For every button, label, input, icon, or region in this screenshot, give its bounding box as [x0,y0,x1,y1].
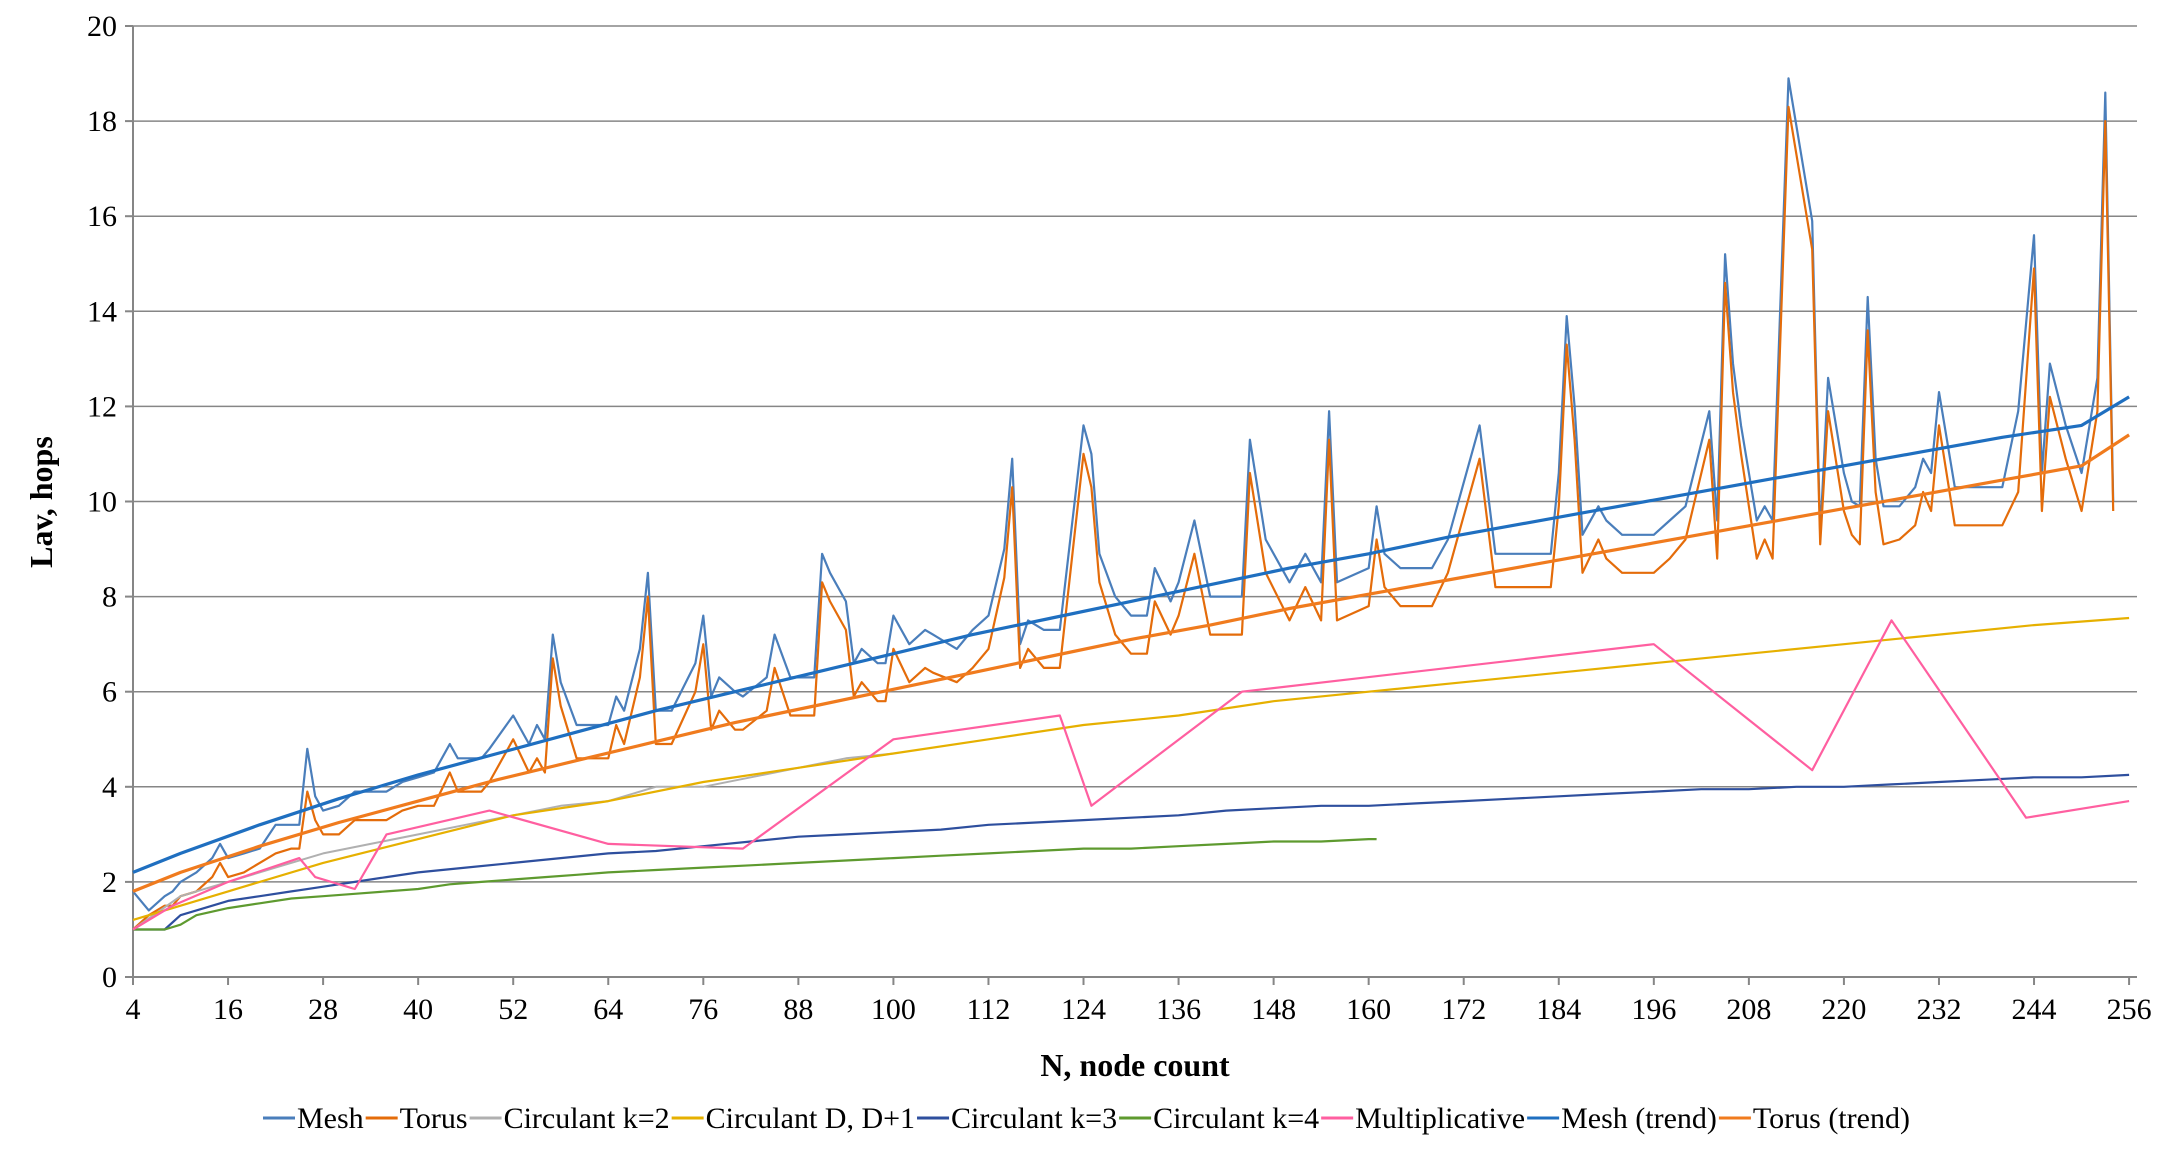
legend-label: Circulant D, D+1 [706,1102,915,1135]
y-tick-labels: 0 2 4 6 8 10 12 14 16 18 20 [87,10,133,994]
legend-label: Mesh [297,1102,364,1135]
gridlines [133,25,2137,883]
x-tick-label: 208 [1726,993,1771,1026]
y-tick-label: 14 [87,295,117,328]
legend-label: Mesh (trend) [1561,1102,1717,1135]
x-tick-label: 220 [1821,993,1866,1026]
legend-item: Torus (trend) [1718,1102,1910,1135]
x-tick-label: 40 [403,993,433,1026]
series-line [132,433,2130,893]
series-line [132,105,2115,931]
x-tick-label: 256 [2107,993,2152,1026]
x-tick-label: 28 [308,993,338,1026]
legend-label: Circulant k=3 [951,1102,1117,1135]
series-line [132,752,894,931]
y-tick-label: 2 [102,866,117,899]
series-line [132,619,2130,931]
x-tick-label: 160 [1346,993,1391,1026]
x-tick-label: 196 [1631,993,1676,1026]
legend-item: Torus [365,1102,468,1135]
x-axis-title: N, node count [1040,1047,1230,1083]
legend-label: Multiplicative [1355,1102,1525,1135]
x-tick-label: 184 [1536,993,1581,1026]
x-tick-label: 244 [2012,993,2057,1026]
x-tick-label: 232 [1916,993,1961,1026]
x-tick-label: 148 [1251,993,1296,1026]
series-line [133,838,1377,931]
x-tick-label: 76 [688,993,718,1026]
x-tick-label: 100 [871,993,916,1026]
legend-label: Torus [400,1102,468,1135]
legend-label: Circulant k=2 [504,1102,670,1135]
y-tick-label: 6 [102,676,117,709]
x-tick-label: 136 [1156,993,1201,1026]
series-line [132,395,2130,874]
x-tick-label: 112 [967,993,1011,1026]
series-line [132,616,2130,921]
legend-item: Multiplicative [1321,1102,1525,1135]
legend-label: Torus (trend) [1753,1102,1910,1135]
y-tick-label: 20 [87,10,117,43]
x-tick-label: 124 [1061,993,1106,1026]
y-tick-label: 0 [102,961,117,994]
x-tick-label: 16 [213,993,243,1026]
y-tick-label: 18 [87,105,117,138]
x-tick-label: 4 [126,993,141,1026]
series-line [133,773,2130,931]
legend-item: Mesh [263,1102,364,1135]
legend: Mesh Torus Circulant k=2 Circulant D, D+1 Ci… [263,1102,1910,1135]
legend-item: Circulant D, D+1 [671,1102,915,1135]
y-tick-label: 12 [87,390,117,423]
x-tick-labels: 4 16 28 40 52 64 76 88 100 112 124 136 148 160 172 184 1… [126,977,2152,1026]
legend-label: Circulant k=4 [1153,1102,1319,1135]
x-tick-label: 172 [1441,993,1486,1026]
x-tick-label: 88 [783,993,813,1026]
x-tick-label: 64 [593,993,623,1026]
series-line [132,77,2115,912]
y-tick-label: 4 [102,771,117,804]
legend-item: Circulant k=4 [1119,1102,1319,1135]
legend-item: Circulant k=3 [917,1102,1117,1135]
y-axis-title: Lav, hops [23,436,59,568]
y-tick-label: 10 [87,486,117,519]
y-tick-label: 8 [102,581,117,614]
legend-item: Mesh (trend) [1527,1102,1717,1135]
y-tick-label: 16 [87,200,117,233]
legend-item: Circulant k=2 [469,1102,670,1135]
x-tick-label: 52 [498,993,528,1026]
series-lines [132,77,2130,931]
